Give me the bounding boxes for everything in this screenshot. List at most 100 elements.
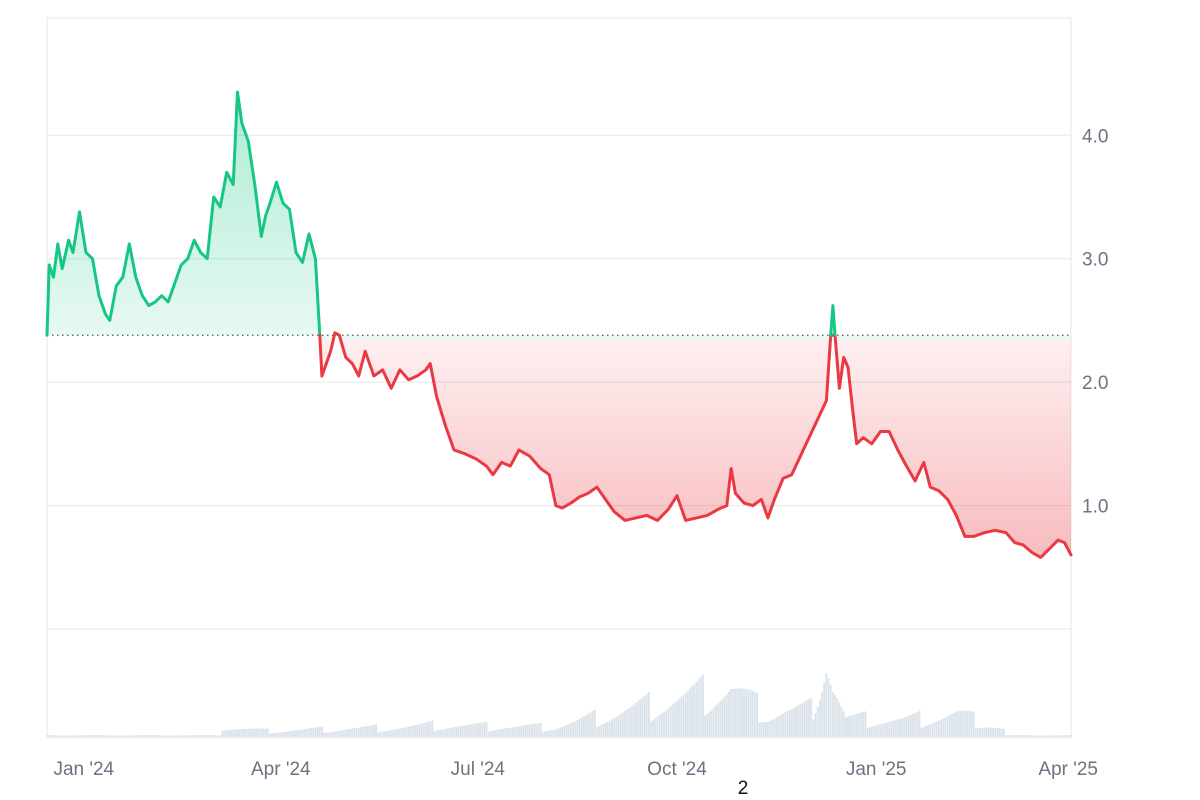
volume-bar bbox=[792, 707, 795, 736]
volume-bar bbox=[347, 729, 349, 736]
volume-bar bbox=[463, 725, 466, 736]
volume-bar bbox=[914, 713, 917, 736]
volume-bar bbox=[686, 690, 689, 736]
volume-bar bbox=[892, 720, 895, 736]
volume-bar bbox=[1035, 735, 1038, 736]
volume-bar bbox=[554, 729, 557, 736]
x-tick-label: Apr '24 bbox=[251, 759, 311, 780]
volume-bar bbox=[671, 704, 674, 736]
volume-bar bbox=[236, 729, 239, 736]
volume-bar bbox=[418, 724, 421, 736]
volume-bar bbox=[370, 725, 373, 736]
volume-bar bbox=[318, 726, 321, 736]
volume-bar bbox=[578, 718, 581, 736]
volume-bar bbox=[593, 709, 596, 736]
volume-bar bbox=[182, 735, 185, 736]
volume-bar bbox=[195, 735, 198, 736]
volume-bar bbox=[201, 735, 204, 736]
volume-bar bbox=[468, 724, 471, 736]
volume-bar bbox=[383, 731, 386, 736]
volume-bar bbox=[323, 732, 326, 736]
volume-bar bbox=[206, 735, 209, 736]
x-tick-label: Oct '24 bbox=[647, 759, 707, 780]
volume-bar bbox=[974, 728, 977, 736]
volume-bar bbox=[526, 724, 529, 736]
volume-bar bbox=[524, 725, 527, 736]
volume-bar bbox=[89, 735, 92, 736]
volume-bar bbox=[165, 735, 167, 736]
volume-bar bbox=[67, 735, 70, 736]
volume-bar bbox=[576, 719, 579, 736]
volume-bar bbox=[398, 728, 401, 736]
volume-bar bbox=[903, 717, 906, 736]
volume-bar bbox=[321, 726, 323, 736]
volume-bar bbox=[310, 728, 313, 736]
volume-bar bbox=[193, 735, 196, 736]
volume-bar bbox=[163, 735, 165, 736]
volume-bar bbox=[749, 690, 752, 736]
volume-bar bbox=[840, 706, 843, 736]
volume-bar bbox=[699, 676, 702, 736]
volume-bar bbox=[314, 727, 317, 736]
volume-bar bbox=[360, 727, 362, 736]
volume-bar bbox=[992, 727, 994, 736]
volume-bar bbox=[167, 735, 170, 736]
page-number: 2 bbox=[737, 778, 749, 799]
volume-bar bbox=[117, 735, 120, 736]
volume-bar bbox=[1015, 735, 1018, 736]
volume-bar bbox=[643, 695, 646, 736]
volume-bar bbox=[230, 729, 232, 736]
volume-bar bbox=[966, 710, 968, 736]
volume-bar bbox=[461, 725, 464, 736]
volume-bar bbox=[269, 733, 271, 736]
volume-bar bbox=[589, 712, 592, 736]
volume-bar bbox=[145, 735, 148, 736]
volume-bar bbox=[812, 719, 815, 736]
volume-bar bbox=[249, 728, 252, 736]
y-axis: 1.0 2.0 3.0 4.0 bbox=[1082, 126, 1108, 517]
volume-bar bbox=[587, 713, 590, 736]
volume-bar bbox=[295, 730, 297, 736]
volume-bar bbox=[188, 735, 191, 736]
volume-bar bbox=[494, 730, 497, 736]
volume-bar bbox=[855, 713, 858, 736]
volume-bar bbox=[944, 717, 947, 736]
volume-bar bbox=[989, 727, 992, 736]
volume-bar bbox=[875, 725, 878, 736]
volume-bar bbox=[414, 725, 416, 736]
volume-bar bbox=[113, 735, 116, 736]
volume-bar bbox=[621, 712, 624, 736]
volume-bar bbox=[537, 723, 540, 736]
x-tick-label: Jan '25 bbox=[846, 759, 907, 780]
volume-bar bbox=[652, 719, 655, 736]
volume-bar bbox=[184, 735, 187, 736]
volume-bar bbox=[730, 689, 733, 736]
price-line-segment-2 bbox=[318, 331, 1073, 559]
volume-bar bbox=[829, 684, 832, 736]
volume-bar bbox=[760, 722, 763, 736]
volume-bar bbox=[728, 691, 730, 736]
volume-bar bbox=[658, 715, 661, 736]
volume-bar bbox=[329, 731, 332, 736]
volume-bar bbox=[1041, 735, 1044, 736]
volume-bar bbox=[50, 734, 53, 736]
volume-bar bbox=[639, 699, 642, 736]
volume-bar bbox=[539, 722, 542, 736]
volume-bar bbox=[175, 735, 178, 736]
volume-bar bbox=[634, 702, 637, 736]
volume-bar bbox=[409, 726, 412, 736]
volume-bar bbox=[883, 722, 886, 736]
volume-bar bbox=[650, 721, 652, 736]
volume-bar bbox=[1013, 735, 1016, 736]
price-line-segment-1 bbox=[45, 90, 322, 337]
volume-bar bbox=[565, 725, 568, 736]
volume-bar bbox=[920, 727, 923, 736]
volume-bar bbox=[217, 735, 219, 736]
volume-bar bbox=[1033, 735, 1036, 736]
volume-bar bbox=[1028, 735, 1031, 736]
volume-bar bbox=[632, 704, 635, 736]
volume-bar bbox=[847, 716, 849, 736]
volume-bar bbox=[702, 674, 704, 736]
volume-bar bbox=[271, 733, 274, 736]
volume-bar bbox=[405, 727, 408, 736]
